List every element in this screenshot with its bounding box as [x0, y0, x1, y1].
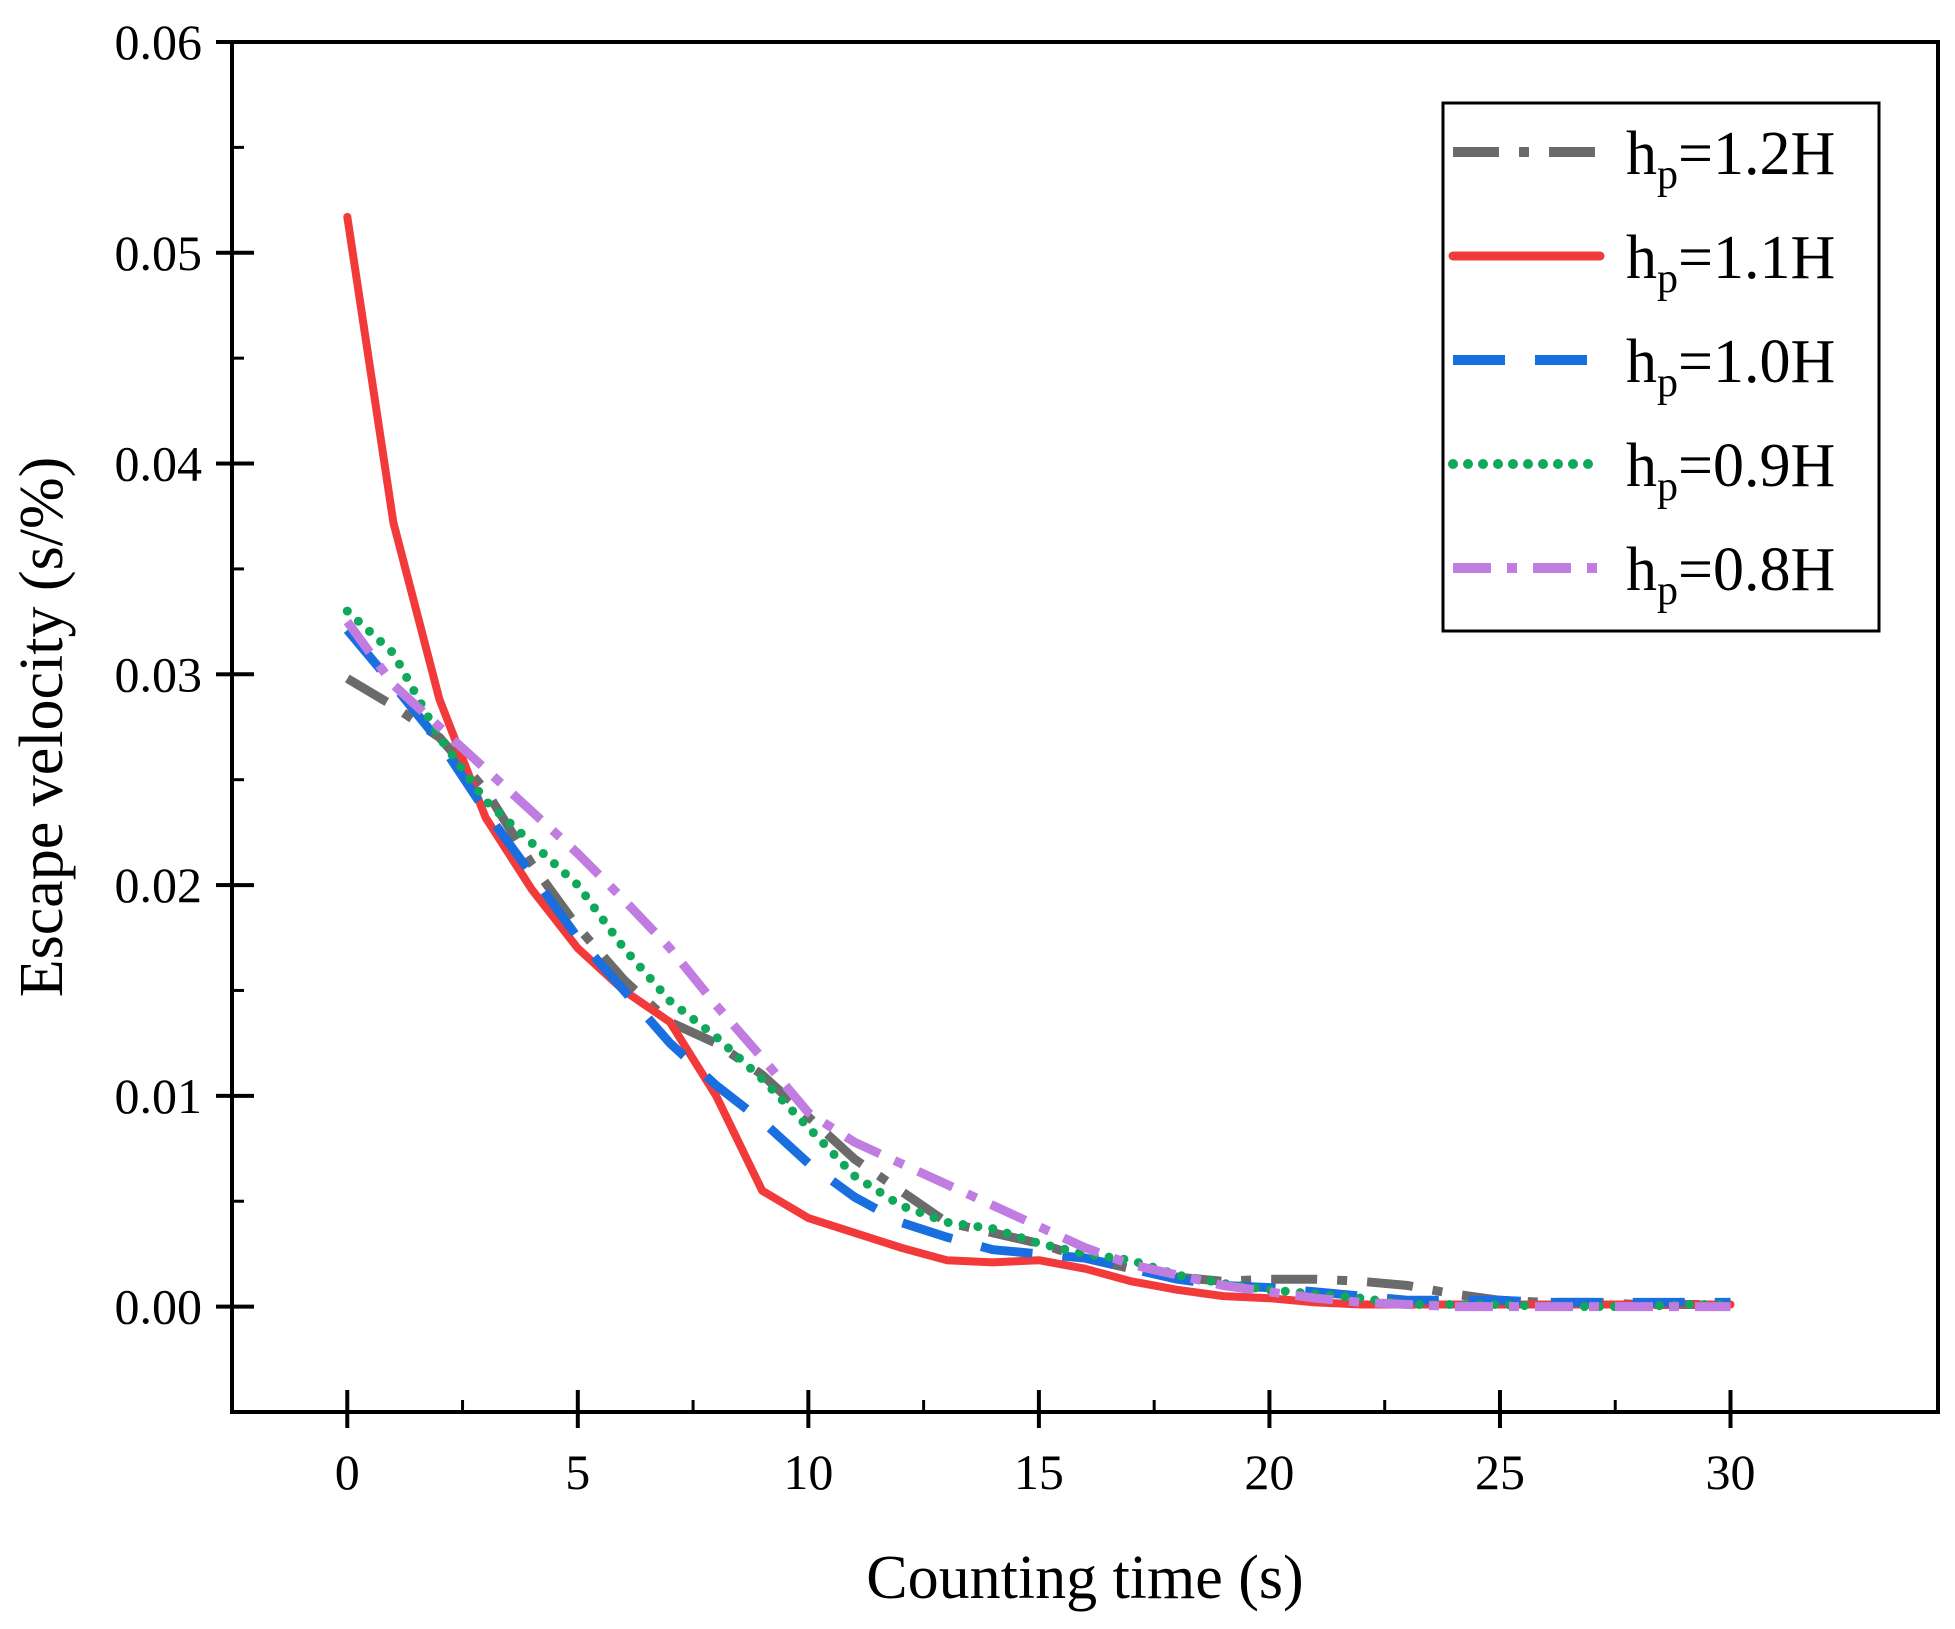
- legend-label: hp=1.0H: [1626, 328, 1835, 406]
- x-axis-ticks: 0 5 10 15 20 25 30: [335, 1390, 1756, 1500]
- series-line-3: [343, 627, 1731, 1307]
- legend-label: hp=0.8H: [1626, 536, 1835, 614]
- series-line-5: [343, 618, 1731, 1312]
- y-tick-label: 0.06: [115, 14, 203, 70]
- x-tick-label: 20: [1244, 1444, 1294, 1500]
- y-tick-label: 0.01: [115, 1068, 203, 1124]
- x-tick-label: 0: [335, 1444, 360, 1500]
- x-tick-label: 10: [783, 1444, 833, 1500]
- x-tick-label: 5: [565, 1444, 590, 1500]
- y-axis-ticks: 0.00 0.01 0.02 0.03 0.04 0.05 0.06: [115, 14, 254, 1335]
- x-tick-label: 25: [1475, 1444, 1525, 1500]
- y-axis-title: Escape velocity (s/%): [8, 457, 76, 998]
- x-axis-title: Counting time (s): [866, 1544, 1303, 1612]
- legend-box: [1441, 101, 1881, 633]
- legend-label: hp=0.9H: [1626, 432, 1835, 510]
- y-tick-label: 0.02: [115, 857, 203, 913]
- plot-frame: [230, 40, 1940, 1414]
- y-tick-label: 0.00: [115, 1279, 203, 1335]
- x-tick-label: 15: [1014, 1444, 1064, 1500]
- x-tick-label: 30: [1706, 1444, 1756, 1500]
- legend-label: hp=1.1H: [1626, 224, 1835, 302]
- y-tick-label: 0.04: [115, 436, 203, 492]
- series-line-4: [342, 606, 1735, 1312]
- plot-lines: [342, 212, 1735, 1312]
- legend: hp=1.2H hp=1.1H hp=1.0H hp=0.9H hp=0.8H: [1441, 101, 1881, 633]
- y-tick-label: 0.03: [115, 646, 203, 702]
- y-tick-label: 0.05: [115, 225, 203, 281]
- legend-label: hp=1.2H: [1626, 120, 1835, 198]
